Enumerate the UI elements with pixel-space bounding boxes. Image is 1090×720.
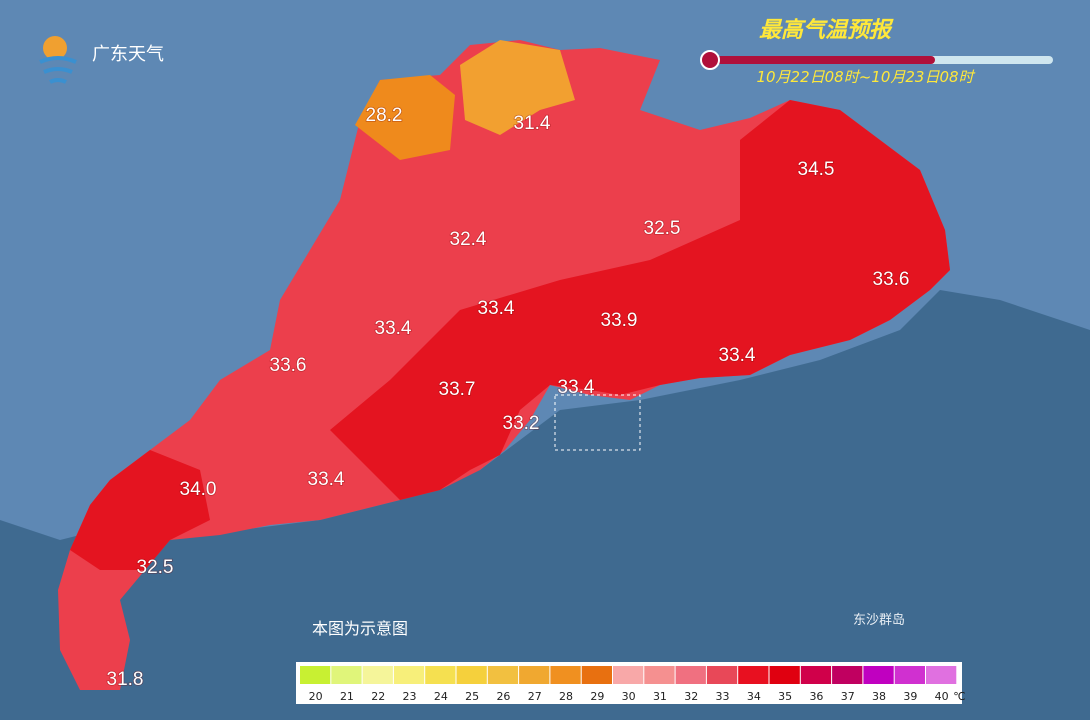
legend-swatch [456, 666, 487, 684]
legend-swatch [519, 666, 550, 684]
legend-swatch [581, 666, 612, 684]
legend-swatch [331, 666, 362, 684]
temperature-label: 33.4 [478, 298, 515, 319]
temperature-label: 32.4 [450, 229, 487, 250]
legend-swatch [675, 666, 706, 684]
temperature-label: 34.0 [180, 479, 217, 500]
legend-tick: 39 [903, 690, 917, 703]
legend-tick: 26 [496, 690, 510, 703]
legend-swatch [706, 666, 738, 684]
legend-swatch [425, 666, 456, 684]
legend-swatch [300, 666, 331, 684]
temperature-label: 33.4 [558, 377, 595, 398]
temperature-label: 31.4 [514, 113, 551, 134]
note: 本图为示意图 [312, 619, 408, 638]
temperature-label: 33.6 [873, 269, 910, 290]
cool-zone-2 [460, 40, 575, 135]
hot-zone-west [70, 450, 210, 570]
legend-swatch [487, 666, 519, 684]
legend-tick: 40 [935, 690, 949, 703]
title-bar-fill [705, 56, 935, 64]
title: 最高气温预报 [759, 17, 894, 43]
legend-tick: 22 [371, 690, 385, 703]
temperature-label: 32.5 [644, 218, 681, 239]
island-label: 东沙群岛 [853, 612, 905, 628]
cool-zone-1 [355, 75, 455, 160]
subtitle: 10月22日08时~10月23日08时 [756, 68, 975, 86]
legend-tick: 25 [465, 690, 479, 703]
legend-tick: 36 [809, 690, 823, 703]
legend-swatch [613, 666, 644, 684]
temperature-label: 33.9 [601, 310, 638, 331]
legend-swatch [738, 666, 769, 684]
hot-zone [330, 100, 950, 500]
legend-swatch [894, 666, 925, 684]
legend-tick: 37 [841, 690, 855, 703]
legend-tick: 24 [434, 690, 448, 703]
legend-tick: 30 [622, 690, 636, 703]
logo-text: 广东天气 [92, 44, 164, 65]
legend-tick: 32 [684, 690, 698, 703]
hk-macau-box [554, 394, 641, 451]
legend-swatch [362, 666, 393, 684]
legend-tick: 38 [872, 690, 886, 703]
temperature-label: 33.4 [375, 318, 412, 339]
legend-swatch [550, 666, 581, 684]
logo-sun [43, 36, 67, 60]
temperature-label: 33.7 [439, 379, 476, 400]
legend-swatch [863, 666, 894, 684]
legend-tick: 23 [403, 690, 417, 703]
legend-tick: 29 [590, 690, 604, 703]
legend-swatch [644, 666, 675, 684]
legend-swatch [800, 666, 832, 684]
title-bulb [700, 50, 720, 70]
legend-tick: 21 [340, 690, 354, 703]
temperature-label: 32.5 [137, 557, 174, 578]
legend-tick: 27 [528, 690, 542, 703]
temperature-label: 33.2 [503, 413, 540, 434]
temperature-label: 33.4 [719, 345, 756, 366]
legend-tick: 33 [716, 690, 730, 703]
temperature-label: 33.4 [308, 469, 345, 490]
legend-unit: ℃ [953, 690, 965, 703]
legend: 20 21 22 23 24 25 26 27 28 29 30 31 32 33 34 35 36 37 38 39… [300, 666, 966, 703]
temperature-label: 34.5 [798, 159, 835, 180]
labels: 28.2 31.4 34.5 32.4 32.5 33.6 33.4 33.4 … [106, 104, 910, 691]
legend-tick: 20 [309, 690, 323, 703]
legend-tick: 31 [653, 690, 667, 703]
legend-swatch [926, 666, 957, 684]
legend-swatch [769, 666, 800, 684]
temperature-label: 33.6 [270, 355, 307, 376]
logo-wave [39, 56, 77, 84]
legend-tick: 35 [778, 690, 792, 703]
temperature-label: 31.8 [107, 669, 144, 690]
legend-swatch [832, 666, 863, 684]
legend-swatch [393, 666, 425, 684]
legend-tick: 28 [559, 690, 573, 703]
temperature-label: 28.2 [366, 105, 403, 126]
legend-tick: 34 [747, 690, 761, 703]
